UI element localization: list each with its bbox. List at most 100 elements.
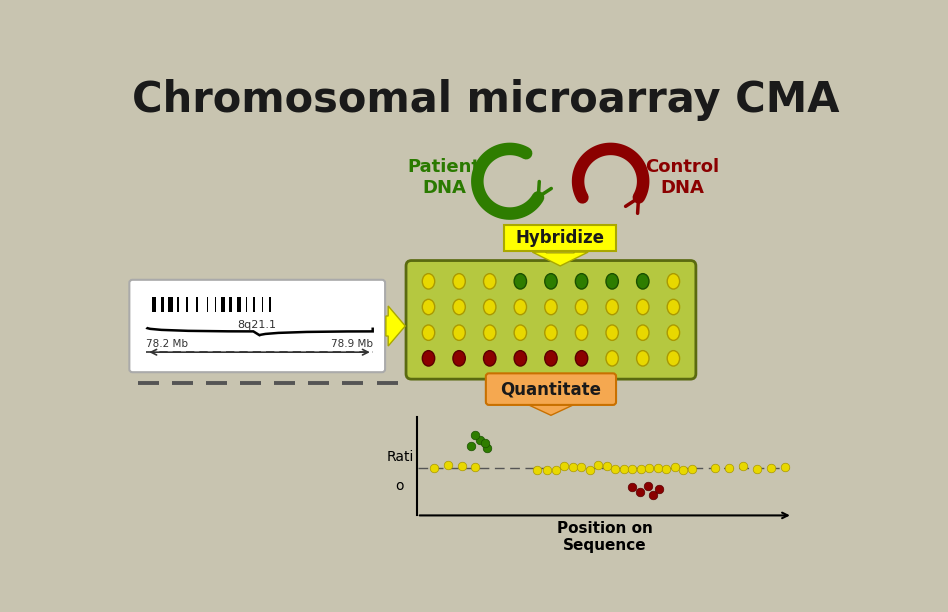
- Point: [591, 460, 606, 470]
- Ellipse shape: [514, 274, 526, 289]
- Bar: [196, 297, 197, 312]
- Ellipse shape: [637, 325, 649, 340]
- Point: [539, 465, 555, 474]
- Ellipse shape: [667, 325, 680, 340]
- FancyBboxPatch shape: [485, 373, 616, 405]
- Ellipse shape: [637, 274, 649, 289]
- Point: [473, 435, 488, 445]
- FancyBboxPatch shape: [129, 280, 385, 372]
- Ellipse shape: [637, 351, 649, 366]
- Ellipse shape: [422, 299, 435, 315]
- Bar: [221, 297, 226, 312]
- Ellipse shape: [514, 351, 526, 366]
- Ellipse shape: [667, 299, 680, 315]
- Point: [464, 441, 479, 451]
- Ellipse shape: [422, 325, 435, 340]
- Bar: [237, 297, 242, 312]
- Ellipse shape: [667, 351, 680, 366]
- Point: [548, 465, 563, 475]
- Ellipse shape: [422, 274, 435, 289]
- Ellipse shape: [422, 351, 435, 366]
- Ellipse shape: [453, 325, 465, 340]
- Text: 8q21.1: 8q21.1: [238, 320, 277, 330]
- Ellipse shape: [483, 325, 496, 340]
- Bar: [262, 297, 264, 312]
- Text: Rati: Rati: [386, 450, 413, 464]
- Point: [646, 490, 661, 499]
- Point: [651, 484, 666, 494]
- Ellipse shape: [545, 274, 557, 289]
- Point: [556, 461, 572, 471]
- Point: [676, 465, 691, 474]
- Point: [440, 460, 455, 470]
- Ellipse shape: [545, 325, 557, 340]
- Polygon shape: [526, 403, 575, 416]
- Point: [625, 465, 640, 474]
- Bar: [215, 297, 216, 312]
- Bar: [177, 297, 179, 312]
- Point: [467, 430, 483, 440]
- Point: [565, 462, 580, 472]
- Ellipse shape: [606, 299, 618, 315]
- Bar: [152, 297, 156, 312]
- Bar: [161, 297, 164, 312]
- Point: [750, 465, 765, 474]
- Bar: [269, 297, 271, 312]
- FancyBboxPatch shape: [504, 225, 616, 252]
- Ellipse shape: [545, 299, 557, 315]
- Ellipse shape: [667, 274, 680, 289]
- Ellipse shape: [575, 325, 588, 340]
- Point: [707, 463, 722, 473]
- Ellipse shape: [606, 274, 618, 289]
- Point: [454, 461, 469, 471]
- Point: [777, 462, 793, 472]
- Ellipse shape: [453, 274, 465, 289]
- Point: [650, 463, 665, 473]
- Point: [582, 465, 597, 475]
- FancyBboxPatch shape: [406, 261, 696, 379]
- Ellipse shape: [453, 351, 465, 366]
- Text: o: o: [395, 479, 404, 493]
- Text: Hybridize: Hybridize: [516, 230, 605, 247]
- Point: [642, 463, 657, 472]
- Point: [721, 463, 737, 473]
- Ellipse shape: [606, 325, 618, 340]
- Ellipse shape: [483, 351, 496, 366]
- Ellipse shape: [637, 299, 649, 315]
- Polygon shape: [533, 252, 588, 266]
- Ellipse shape: [575, 274, 588, 289]
- Point: [529, 465, 544, 474]
- Ellipse shape: [575, 351, 588, 366]
- Point: [736, 461, 751, 471]
- Ellipse shape: [483, 274, 496, 289]
- Ellipse shape: [514, 299, 526, 315]
- Point: [608, 465, 623, 474]
- Point: [467, 462, 483, 472]
- Ellipse shape: [545, 351, 557, 366]
- Point: [599, 461, 614, 471]
- Bar: [186, 297, 188, 312]
- Point: [640, 481, 655, 491]
- Point: [479, 442, 494, 452]
- Ellipse shape: [453, 299, 465, 315]
- Point: [763, 463, 778, 472]
- Ellipse shape: [606, 351, 618, 366]
- Text: Chromosomal microarray CMA: Chromosomal microarray CMA: [132, 78, 840, 121]
- Text: Quantitate: Quantitate: [501, 380, 601, 398]
- Ellipse shape: [514, 325, 526, 340]
- Bar: [246, 297, 247, 312]
- Ellipse shape: [575, 299, 588, 315]
- Bar: [229, 297, 232, 312]
- Ellipse shape: [483, 299, 496, 315]
- Point: [632, 487, 647, 497]
- Point: [684, 464, 700, 474]
- Bar: [168, 297, 173, 312]
- Text: 78.2 Mb: 78.2 Mb: [146, 340, 189, 349]
- Text: Control
DNA: Control DNA: [645, 158, 719, 197]
- Bar: [207, 297, 209, 312]
- Polygon shape: [386, 306, 405, 346]
- Text: Position on
Sequence: Position on Sequence: [556, 521, 653, 553]
- Point: [427, 463, 442, 473]
- Text: 78.9 Mb: 78.9 Mb: [331, 340, 373, 349]
- Bar: [253, 297, 255, 312]
